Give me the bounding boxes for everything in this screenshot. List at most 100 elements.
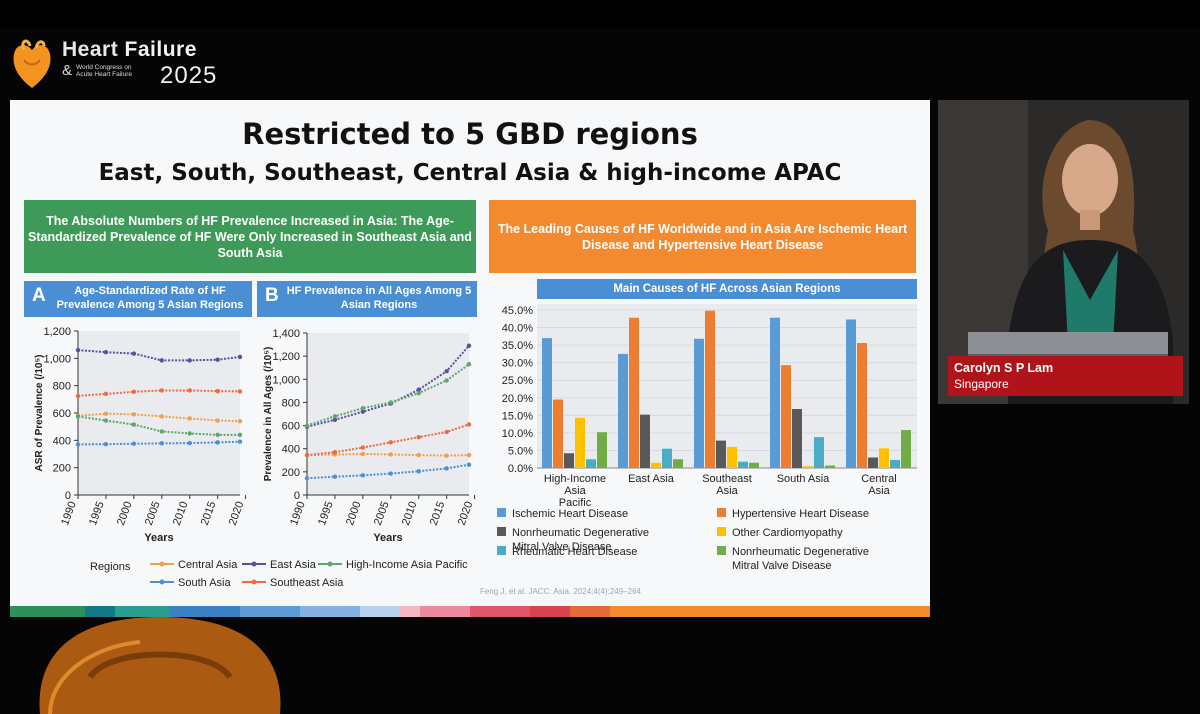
data-point [388, 400, 393, 405]
bar-hypertensive-heart-disease [705, 310, 715, 468]
x-axis-label: Years [373, 532, 402, 544]
data-point [444, 466, 449, 471]
bar-other-cardiomyopathy [575, 417, 585, 468]
data-point [215, 418, 220, 423]
data-point [159, 414, 164, 419]
y-tick-label: 1,200 [272, 351, 300, 363]
panel-b-letter: B [265, 285, 279, 306]
legend-label: High-Income Asia Pacific [346, 559, 468, 571]
data-point [187, 440, 192, 446]
bar-ischemic-heart-disease [846, 319, 856, 468]
data-point [187, 416, 192, 421]
data-point [237, 354, 243, 360]
legend-marker [327, 561, 333, 567]
data-point [187, 388, 192, 393]
legend-label: Rheumatic Heart Disease [512, 546, 637, 558]
y-tick-label: 20.0% [502, 393, 533, 405]
data-point [103, 418, 109, 423]
x-tick-label: 2005 [143, 500, 163, 527]
data-point [332, 449, 338, 455]
panel-b-title: HF Prevalence in All Ages Among 5 Asian … [286, 285, 472, 311]
event-year: 2025 [160, 62, 218, 89]
x-tick-label: 2005 [372, 500, 392, 527]
bar-nonrheumatic-degenerative-mitral-valve-disease [825, 465, 835, 468]
data-point [237, 432, 243, 438]
data-point [187, 358, 192, 363]
y-tick-label: 35.0% [502, 340, 533, 352]
bar-chronic-obstructive-pulmonary-disease [640, 414, 650, 468]
bar-nonrheumatic-degenerative-mitral-valve-disease [749, 462, 759, 468]
bar-other-cardiomyopathy [651, 462, 661, 468]
slide-title: Restricted to 5 GBD regions [242, 117, 698, 151]
data-point [332, 414, 338, 419]
y-tick-label: 400 [53, 435, 71, 447]
legend-swatch [717, 508, 726, 517]
bar-hypertensive-heart-disease [857, 343, 867, 468]
y-tick-label: 800 [282, 397, 300, 409]
right-summary-banner: The Leading Causes of HF Worldwide and i… [489, 200, 916, 273]
data-point [131, 441, 137, 446]
bar-ischemic-heart-disease [770, 317, 780, 468]
data-point [131, 412, 137, 417]
data-point [237, 389, 243, 394]
bar-ischemic-heart-disease [694, 338, 704, 468]
bar-chronic-obstructive-pulmonary-disease [868, 457, 878, 468]
data-point [332, 417, 338, 422]
data-point [416, 387, 421, 392]
data-point [304, 476, 310, 481]
legend-label: Ischemic Heart Disease [512, 508, 628, 520]
legend-marker [159, 561, 165, 567]
left-summary-banner: The Absolute Numbers of HF Prevalence In… [24, 200, 476, 273]
x-tick-label: 2010 [400, 500, 420, 527]
x-tick-label: 1995 [316, 500, 336, 527]
presenter-country: Singapore [954, 377, 1009, 391]
legend-label: Southeast Asia [270, 577, 344, 589]
data-point [237, 419, 243, 424]
event-title: Heart Failure [62, 38, 197, 61]
legend-title: Regions [90, 561, 131, 573]
x-tick-label: 2000 [344, 500, 364, 527]
panel-c-header: Main Causes of HF Across Asian Regions [537, 279, 917, 299]
legend-label: Central Asia [178, 559, 238, 571]
legend-label: South Asia [178, 577, 231, 589]
legend-swatch [717, 527, 726, 536]
bar-chronic-obstructive-pulmonary-disease [716, 440, 726, 468]
y-tick-label: 600 [282, 421, 300, 433]
data-point [416, 452, 421, 458]
data-point [159, 388, 164, 393]
legend-label: Nonrheumatic Degenerative Mitral Valve Di… [512, 527, 649, 553]
y-tick-label: 1,400 [272, 328, 300, 340]
bar-ischemic-heart-disease [542, 338, 552, 468]
y-tick-label: 200 [282, 467, 300, 479]
x-tick-label: 2015 [428, 500, 448, 527]
bar-nonrheumatic-degenerative-mitral-valve-disease [901, 430, 911, 468]
data-point [466, 452, 472, 458]
data-point [444, 378, 449, 383]
panel-a-letter: A [32, 285, 46, 306]
panel-a-plot-area [78, 331, 240, 495]
data-point [360, 451, 366, 457]
presenter-nameplate: Carolyn S P Lam Singapore [948, 356, 1183, 396]
data-point [75, 347, 81, 353]
y-tick-label: 200 [53, 463, 71, 475]
bar-other-cardiomyopathy [803, 466, 813, 468]
event-logo: Heart Failure & World Congress on Acute H… [10, 36, 240, 92]
y-tick-label: 0 [65, 490, 71, 502]
presenter-name: Carolyn S P Lam [954, 361, 1054, 375]
data-point [416, 434, 421, 440]
y-tick-label: 600 [53, 408, 71, 420]
legend-swatch [497, 546, 506, 555]
data-point [75, 414, 81, 419]
data-point [215, 388, 220, 394]
data-point [360, 473, 366, 478]
data-point [332, 474, 338, 479]
data-point [75, 393, 81, 399]
y-tick-label: 25.0% [502, 375, 533, 387]
data-point [131, 422, 137, 427]
x-tick-label: 1990 [59, 500, 79, 527]
data-point [75, 442, 81, 447]
background-heart-decoration [39, 617, 281, 714]
y-tick-label: 800 [53, 381, 71, 393]
category-label: Central Asia [861, 473, 896, 497]
